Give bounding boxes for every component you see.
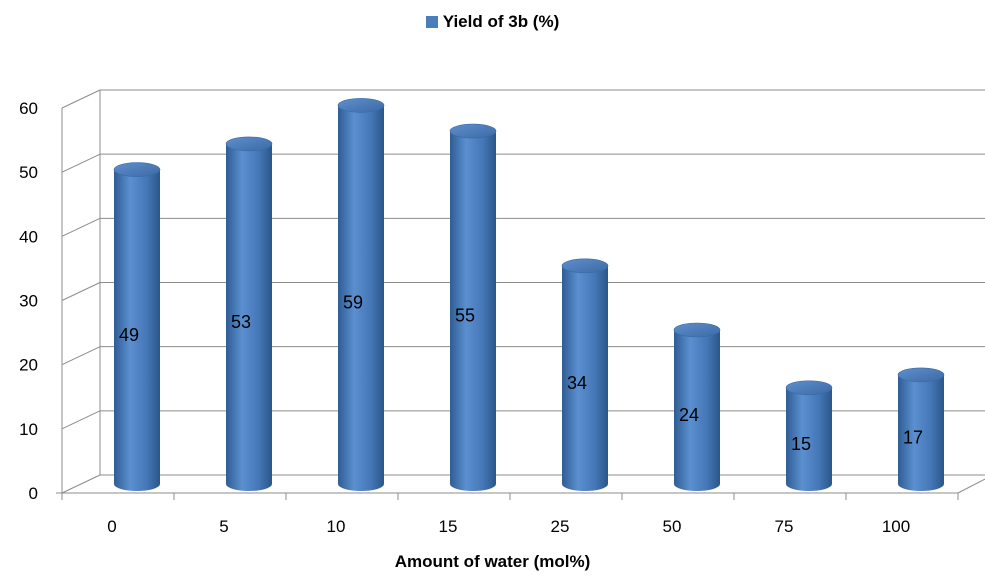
tick-labels: 0 10 20 30 40 50 60 0 5 10 15 25 50 75 100: [19, 99, 910, 536]
bar: [673, 322, 721, 491]
floor-right-edge: [957, 478, 985, 494]
data-labels: 49 53 59 55 34 24 15 17: [119, 293, 923, 454]
gridline-depth: [61, 89, 101, 109]
y-tick-label: 60: [19, 99, 38, 118]
bar-top: [561, 258, 609, 274]
data-label: 15: [791, 434, 811, 454]
bar-top: [673, 322, 721, 338]
data-label: 24: [679, 405, 699, 425]
x-tick-label: 0: [107, 517, 116, 536]
data-label: 55: [455, 306, 475, 326]
bars: [113, 98, 945, 492]
bar-top: [897, 367, 945, 383]
gridline-depth: [61, 474, 101, 494]
gridline-depth: [61, 346, 101, 366]
x-tick-label: 75: [775, 517, 794, 536]
x-tick-label: 25: [551, 517, 570, 536]
gridlines: [61, 89, 985, 494]
data-label: 49: [119, 325, 139, 345]
bar-top: [785, 380, 833, 396]
gridline-depth: [61, 217, 101, 237]
bar-body: [338, 105, 384, 492]
bar-top: [113, 162, 161, 177]
bar-top: [337, 98, 385, 113]
bar: [337, 98, 385, 492]
bar-body: [226, 143, 272, 491]
bar: [785, 380, 833, 491]
data-label: 17: [903, 427, 923, 447]
chart-legend: Yield of 3b (%): [0, 12, 985, 32]
bar-body: [114, 169, 160, 492]
bar-top: [449, 123, 497, 139]
bar-body: [562, 265, 608, 491]
legend-swatch: [425, 16, 438, 28]
bar-top: [225, 136, 273, 152]
data-label: 59: [343, 293, 363, 313]
x-axis-title: Amount of water (mol%): [394, 552, 591, 571]
y-tick-label: 20: [19, 356, 38, 375]
y-tick-label: 10: [19, 420, 38, 439]
bar: [113, 162, 161, 492]
legend-label: Yield of 3b (%): [442, 12, 560, 31]
gridline-depth: [61, 410, 101, 430]
bar-body: [786, 387, 832, 491]
bar-body: [674, 330, 720, 491]
x-tick-label: 5: [219, 517, 228, 536]
bar-body: [450, 131, 496, 492]
y-tick-label: 40: [19, 227, 38, 246]
y-tick-label: 0: [29, 484, 38, 503]
bar: [449, 123, 497, 492]
gridline-depth: [61, 153, 101, 173]
bar: [897, 367, 945, 491]
data-label: 53: [231, 312, 251, 332]
bar: [225, 136, 273, 491]
bar: [561, 258, 609, 491]
x-tick-label: 15: [439, 517, 458, 536]
x-tick-label: 100: [882, 517, 910, 536]
data-label: 34: [567, 373, 587, 393]
x-tick-label: 10: [327, 517, 346, 536]
x-tick-label: 50: [663, 517, 682, 536]
bar-body: [898, 374, 944, 491]
axes: [56, 90, 985, 500]
y-tick-label: 50: [19, 163, 38, 182]
gridline-depth: [61, 282, 101, 301]
y-tick-label: 30: [19, 292, 38, 311]
